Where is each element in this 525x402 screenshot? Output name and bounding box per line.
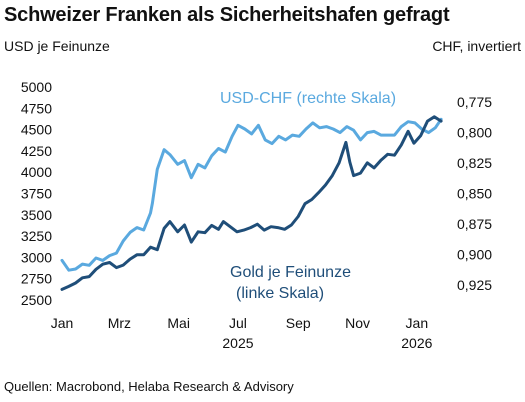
left-axis-label: USD je Feinunze bbox=[4, 38, 110, 54]
right-tick-label: 0,875 bbox=[457, 216, 492, 232]
usdchf-series-line bbox=[60, 117, 443, 272]
left-tick-label: 4750 bbox=[21, 100, 52, 116]
right-axis-ticks: 0,775 0,800 0,825 0,850 0,875 0,900 0,925 bbox=[457, 94, 492, 293]
right-tick-label: 0,825 bbox=[457, 155, 492, 171]
left-tick-label: 3750 bbox=[21, 186, 52, 202]
right-tick-label: 0,775 bbox=[457, 94, 492, 110]
right-tick-label: 0,850 bbox=[457, 186, 492, 202]
left-tick-label: 2500 bbox=[21, 292, 52, 308]
left-tick-label: 4250 bbox=[21, 143, 52, 159]
x-tick-label: Jul bbox=[229, 315, 247, 331]
x-tick-label: Jan bbox=[406, 315, 429, 331]
x-year-label: 2026 bbox=[401, 335, 432, 351]
x-year-label: 2025 bbox=[222, 335, 253, 351]
right-tick-label: 0,900 bbox=[457, 246, 492, 262]
gold-series-line bbox=[60, 115, 443, 291]
legend-gold-line1: Gold je Feinunze bbox=[230, 264, 351, 281]
right-tick-label: 0,800 bbox=[457, 125, 492, 141]
x-tick-label: Mrz bbox=[108, 315, 131, 331]
left-tick-label: 4000 bbox=[21, 164, 52, 180]
left-tick-label: 3250 bbox=[21, 228, 52, 244]
series-lines bbox=[60, 115, 443, 291]
right-axis-label: CHF, invertiert bbox=[432, 38, 521, 54]
right-tick-label: 0,925 bbox=[457, 277, 492, 293]
x-tick-label: Jan bbox=[51, 315, 74, 331]
left-tick-label: 3500 bbox=[21, 207, 52, 223]
legend-gold-line2: (linke Skala) bbox=[236, 285, 324, 302]
left-tick-label: 2750 bbox=[21, 271, 52, 287]
source-note: Quellen: Macrobond, Helaba Research & Ad… bbox=[4, 379, 294, 394]
chart-title: Schweizer Franken als Sicherheitshafen g… bbox=[4, 4, 450, 26]
x-tick-label: Sep bbox=[286, 315, 311, 331]
legend-usdchf: USD-CHF (rechte Skala) bbox=[220, 90, 396, 107]
x-tick-label: Nov bbox=[345, 315, 370, 331]
left-tick-label: 3000 bbox=[21, 249, 52, 265]
x-axis-ticks: Jan Mrz Mai Jul Sep Nov Jan 2025 2026 bbox=[51, 315, 433, 351]
left-tick-label: 4500 bbox=[21, 122, 52, 138]
left-tick-label: 5000 bbox=[21, 79, 52, 95]
x-tick-label: Mai bbox=[167, 315, 190, 331]
left-axis-ticks: 2500 2750 3000 3250 3500 3750 4000 4250 4500 4750… bbox=[21, 79, 52, 308]
